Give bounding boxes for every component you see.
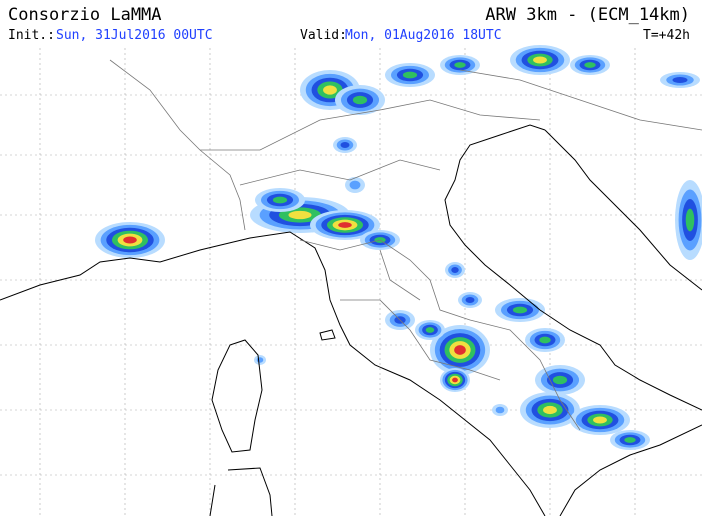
title: Consorzio LaMMA — [8, 5, 162, 25]
precip-cell — [454, 62, 466, 68]
precip-cell — [272, 196, 288, 204]
precip-cell — [454, 345, 466, 355]
precip-cell — [533, 56, 547, 64]
valid-label: Valid: — [300, 28, 347, 43]
precip-cell — [451, 267, 459, 273]
coastlines — [0, 59, 702, 516]
precip-cell — [123, 236, 137, 244]
precip-cell — [425, 327, 435, 333]
precip-cell — [512, 306, 528, 314]
model: ARW 3km - (ECM_14km) — [485, 5, 690, 25]
init-time: Sun, 31Jul2016 00UTC — [56, 28, 213, 43]
precip-cell — [338, 222, 352, 228]
precip-cell — [256, 357, 264, 363]
precip-cell — [495, 406, 505, 414]
precip-cell — [672, 77, 688, 83]
valid-time: Mon, 01Aug2016 18UTC — [345, 28, 502, 43]
precip-cell — [352, 95, 368, 105]
precip-cell — [288, 210, 312, 220]
lead-time: T=+42h — [643, 28, 690, 43]
precip-cell — [340, 142, 350, 148]
precip-cell — [465, 297, 475, 303]
precip-cell — [452, 377, 458, 383]
precip-cell — [323, 85, 337, 95]
precip-cell — [539, 336, 551, 344]
init-label: Init.: — [8, 28, 55, 43]
precip-cell — [624, 437, 636, 443]
precip-cell — [402, 71, 418, 79]
precip-cell — [584, 62, 596, 68]
precip-cell — [685, 208, 695, 232]
precip-cell — [593, 416, 607, 424]
precip-cell — [552, 375, 568, 385]
precipitation — [95, 45, 702, 450]
precip-cell — [543, 405, 557, 415]
precip-cell — [349, 180, 361, 190]
